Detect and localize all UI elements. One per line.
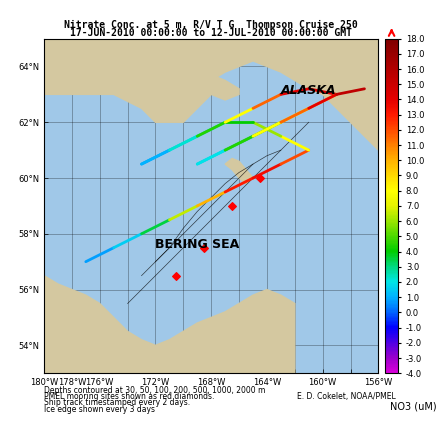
Polygon shape — [225, 158, 253, 184]
Text: BERING SEA: BERING SEA — [155, 238, 240, 251]
Text: Nitrate Conc. at 5 m, R/V T G  Thompson Cruise 250: Nitrate Conc. at 5 m, R/V T G Thompson C… — [64, 20, 358, 30]
Polygon shape — [44, 275, 295, 373]
Point — [201, 244, 208, 251]
Polygon shape — [183, 72, 239, 100]
Text: ALASKA: ALASKA — [281, 85, 336, 97]
Text: Depths contoured at 30, 50, 100, 200, 500, 1000, 2000 m: Depths contoured at 30, 50, 100, 200, 50… — [44, 386, 265, 395]
Polygon shape — [44, 39, 211, 122]
Polygon shape — [183, 39, 378, 150]
Point — [257, 175, 264, 181]
Text: Ship track timestamped every 2 days.: Ship track timestamped every 2 days. — [44, 399, 190, 408]
Text: 17-JUN-2010 00:00:00 to 12-JUL-2010 00:00:00 GMT: 17-JUN-2010 00:00:00 to 12-JUL-2010 00:0… — [70, 28, 352, 39]
Point — [229, 202, 236, 209]
Text: NO3 (uM): NO3 (uM) — [390, 402, 437, 412]
Text: Ice edge shown every 3 days: Ice edge shown every 3 days — [44, 405, 155, 414]
Text: PMEL mooring sites shown as red diamonds.: PMEL mooring sites shown as red diamonds… — [44, 392, 214, 401]
Point — [173, 272, 180, 279]
Text: E. D. Cokelet, NOAA/PMEL: E. D. Cokelet, NOAA/PMEL — [297, 392, 396, 401]
